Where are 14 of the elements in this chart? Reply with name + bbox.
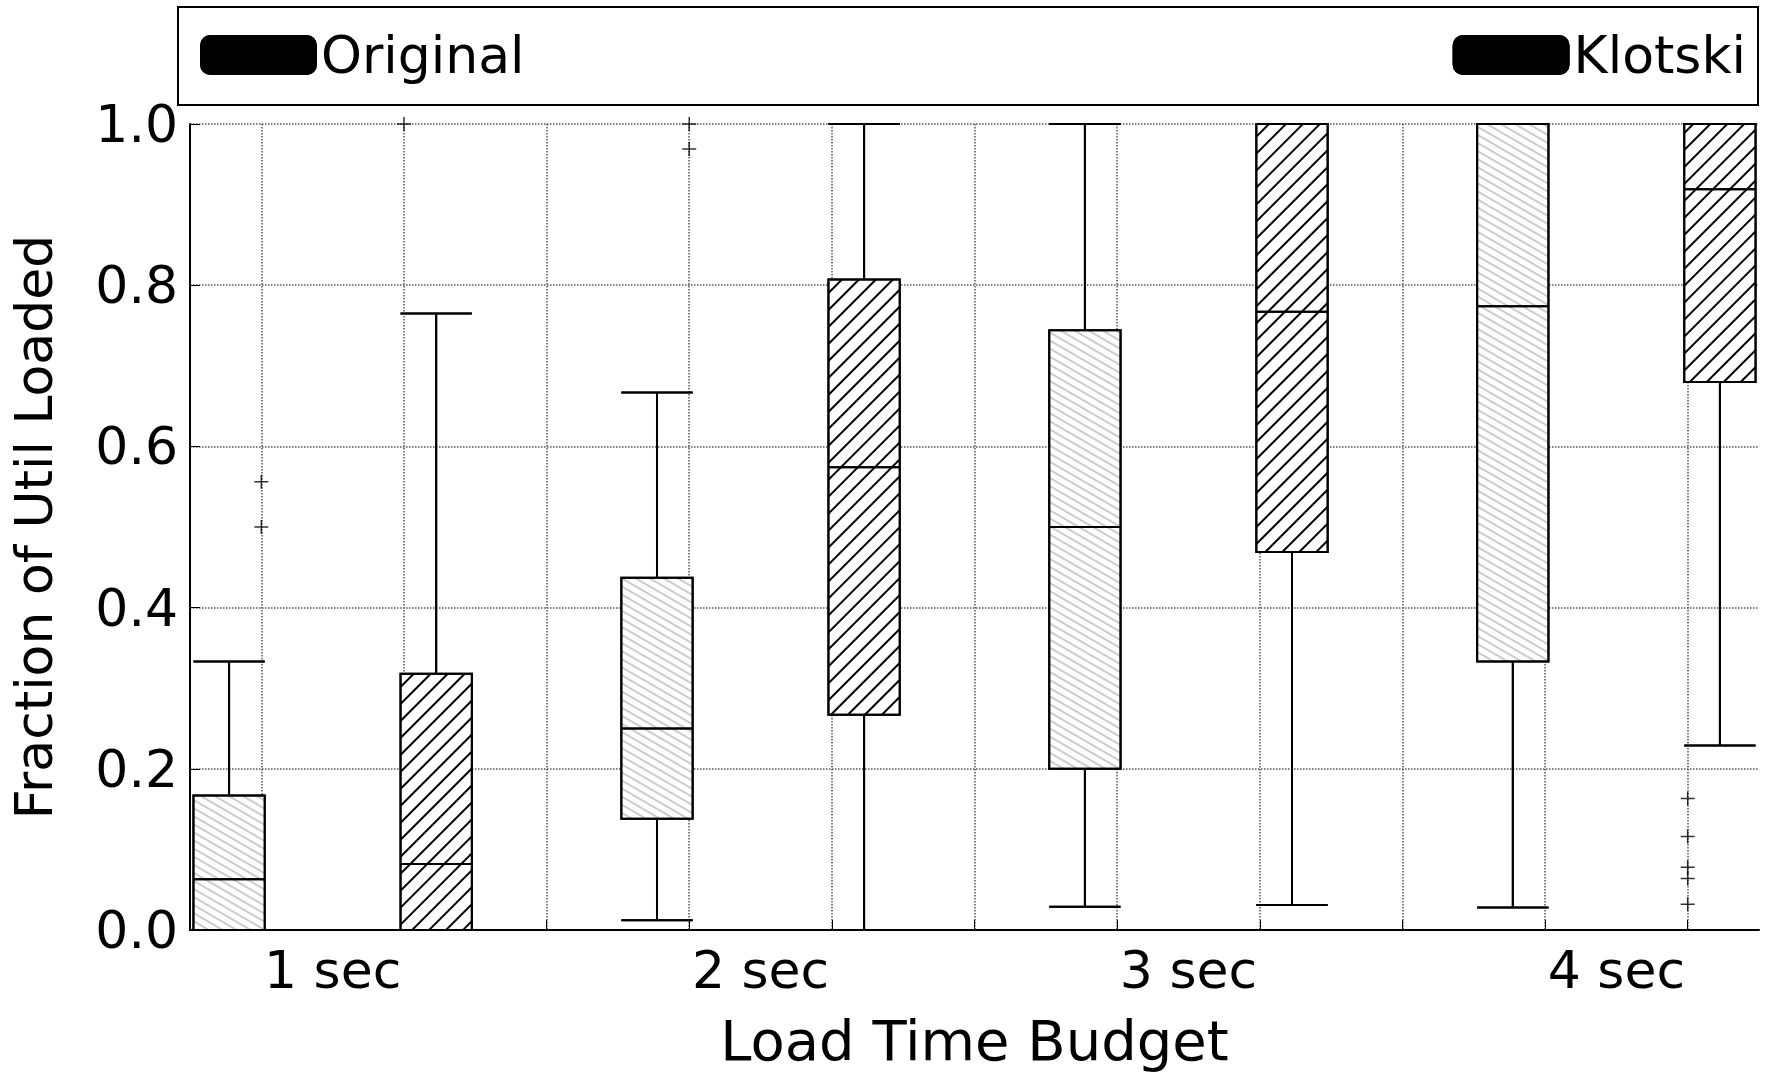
- y-tick-label: 0.4: [95, 577, 178, 638]
- y-tick-label: 0.2: [95, 738, 178, 799]
- y-tick-label: 0.6: [95, 416, 178, 477]
- x-axis-title: Load Time Budget: [720, 1007, 1229, 1073]
- y-tick-label: 0.0: [95, 900, 178, 960]
- legend-label: Original: [321, 25, 525, 85]
- x-tick-label: 4 sec: [1547, 940, 1686, 1000]
- x-tick-label: 3 sec: [1119, 940, 1258, 1000]
- y-axis-title: Fraction of Util Loaded: [4, 234, 64, 820]
- y-tick-label: 1.0: [95, 94, 178, 154]
- legend-label: Klotski: [1573, 25, 1746, 85]
- x-tick-label: 2 sec: [691, 940, 830, 1000]
- x-tick-label: 1 sec: [263, 940, 402, 1000]
- y-tick-label: 0.8: [95, 255, 178, 316]
